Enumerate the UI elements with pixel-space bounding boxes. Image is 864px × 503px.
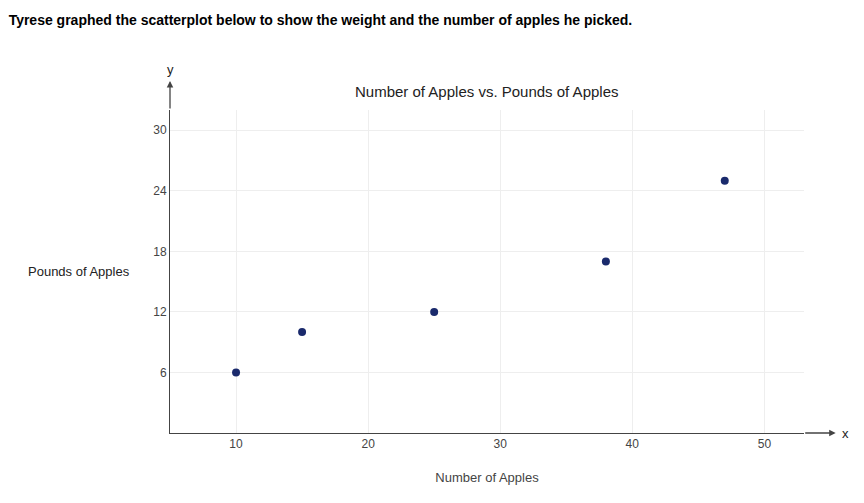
svg-text:Pounds of Apples: Pounds of Apples bbox=[28, 264, 130, 279]
svg-text:40: 40 bbox=[626, 437, 640, 451]
svg-text:12: 12 bbox=[153, 305, 167, 319]
svg-text:Tyrese graphed the scatterplot: Tyrese graphed the scatterplot below to … bbox=[9, 12, 633, 28]
svg-text:18: 18 bbox=[153, 245, 167, 259]
svg-text:x: x bbox=[842, 426, 849, 441]
svg-text:50: 50 bbox=[758, 437, 772, 451]
svg-text:24: 24 bbox=[153, 184, 167, 198]
svg-text:y: y bbox=[167, 62, 174, 77]
svg-text:Number of Apples vs. Pounds of: Number of Apples vs. Pounds of Apples bbox=[355, 83, 619, 100]
svg-text:6: 6 bbox=[160, 366, 167, 380]
svg-text:10: 10 bbox=[229, 437, 243, 451]
svg-text:30: 30 bbox=[494, 437, 508, 451]
svg-text:Number of Apples: Number of Apples bbox=[435, 470, 539, 485]
svg-text:20: 20 bbox=[361, 437, 375, 451]
svg-text:30: 30 bbox=[153, 123, 167, 137]
